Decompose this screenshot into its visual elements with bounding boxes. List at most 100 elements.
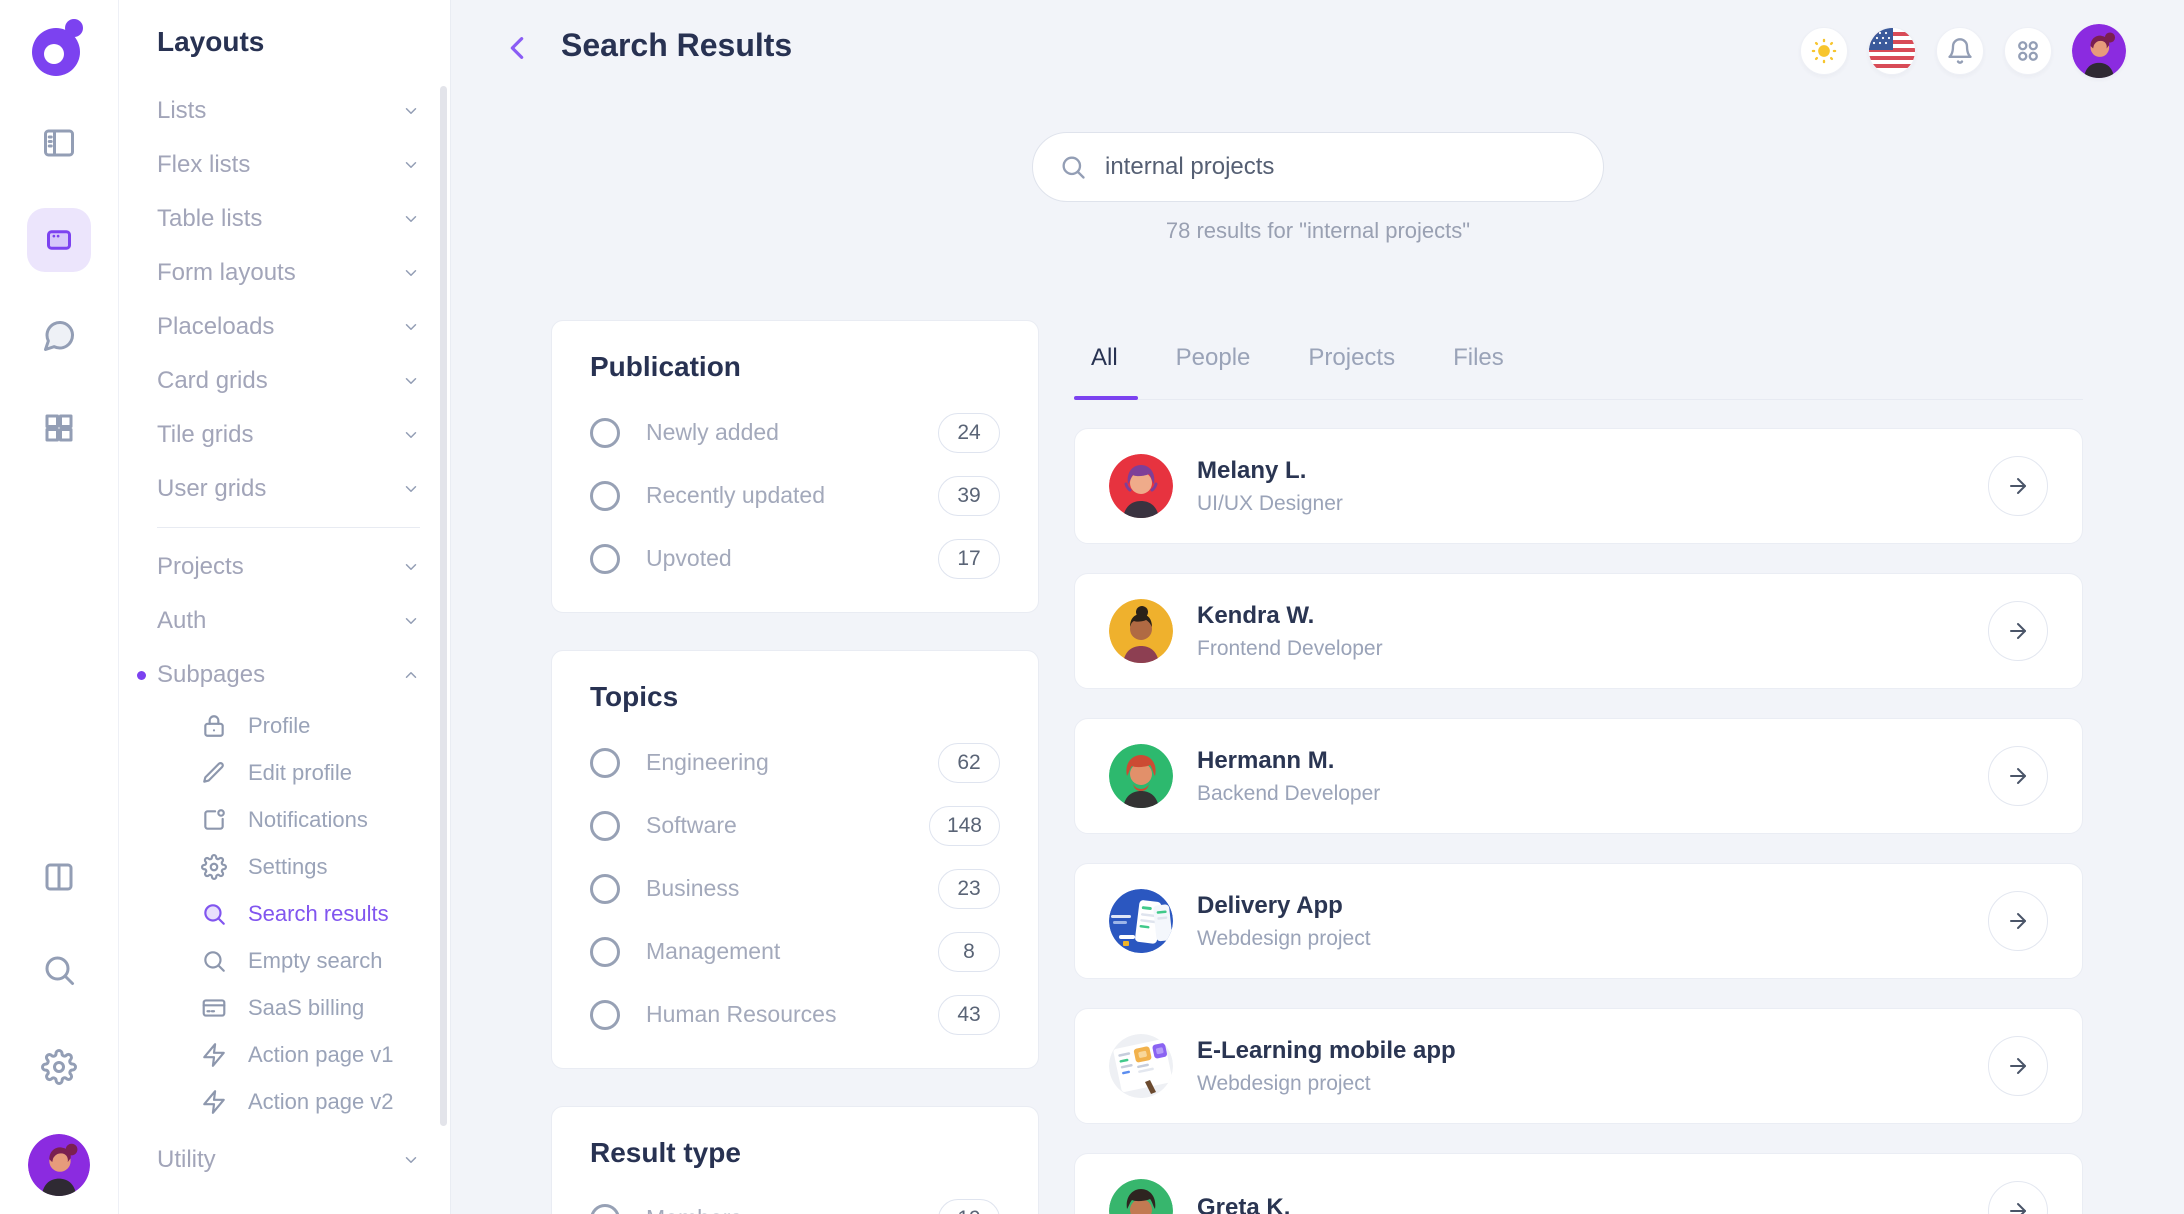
filter-option-newly-added[interactable]: Newly added 24 — [590, 401, 1000, 464]
sidebar-item-table-lists[interactable]: Table lists — [157, 192, 420, 246]
sidebar-subitem-empty-search[interactable]: Empty search — [157, 937, 420, 984]
gear-icon — [41, 1049, 77, 1085]
rail-columns-button[interactable] — [41, 859, 77, 895]
filters-column: Publication Newly added 24 Recently upda… — [551, 320, 1039, 1214]
open-result-button[interactable] — [1988, 1036, 2048, 1096]
radio-button[interactable] — [590, 873, 620, 904]
sidebar-item-subpages[interactable]: Subpages — [137, 648, 420, 702]
radio-button[interactable] — [590, 999, 620, 1030]
radio-button[interactable] — [590, 810, 620, 841]
open-result-button[interactable] — [1988, 891, 2048, 951]
sidebar-item-form-layouts[interactable]: Form layouts — [157, 246, 420, 300]
radio-button[interactable] — [590, 543, 620, 574]
chevron-up-icon — [405, 672, 417, 678]
theme-toggle-button[interactable] — [1800, 27, 1848, 75]
search-icon — [204, 950, 225, 972]
sidebar-item-label: Flex lists — [157, 151, 251, 178]
chevron-down-icon — [405, 618, 417, 624]
radio-button[interactable] — [590, 936, 620, 967]
result-card-melany[interactable]: Melany L. UI/UX Designer — [1074, 428, 2083, 544]
sidebar-subitem-label: Action page v1 — [248, 1041, 394, 1067]
filter-card-result-type: Result type Members 19 — [551, 1106, 1039, 1214]
avatar — [1109, 454, 1173, 518]
radio-button[interactable] — [590, 747, 620, 778]
filter-card-topics: Topics Engineering 62 Software 148 Busin… — [551, 650, 1039, 1069]
sidebar-item-auth[interactable]: Auth — [157, 594, 420, 648]
tab-all[interactable]: All — [1074, 344, 1138, 400]
filter-card-title: Result type — [590, 1137, 741, 1168]
result-card-delivery-app[interactable]: Delivery App Webdesign project — [1074, 863, 2083, 979]
open-result-button[interactable] — [1988, 1181, 2048, 1214]
result-subtitle: Backend Developer — [1197, 781, 1381, 805]
count-badge: 62 — [938, 742, 1000, 783]
result-text: Kendra W. Frontend Developer — [1197, 602, 1383, 661]
filter-option-human-resources[interactable]: Human Resources 43 — [590, 983, 1000, 1046]
filter-option-label: Engineering — [646, 749, 769, 775]
sidebar-item-label: Auth — [157, 607, 207, 634]
results-column: All People Projects Files Mela — [1074, 320, 2083, 1214]
sidebar-subitem-settings[interactable]: Settings — [157, 843, 420, 890]
radio-button[interactable] — [590, 417, 620, 448]
arrow-right-icon — [2010, 1203, 2026, 1214]
sidebar-subitem-search-results[interactable]: Search results — [157, 890, 420, 937]
sidebar-item-projects[interactable]: Projects — [157, 540, 420, 594]
radio-button[interactable] — [590, 480, 620, 511]
radio-button[interactable] — [590, 1203, 620, 1214]
rail-messages-button[interactable] — [41, 318, 77, 354]
result-card-elearning-app[interactable]: E-Learning mobile app Webdesign project — [1074, 1008, 2083, 1124]
sidebar-item-user-grids[interactable]: User grids — [157, 462, 420, 516]
sidebar-subitem-action-page-v1[interactable]: Action page v1 — [157, 1031, 420, 1078]
notifications-button[interactable] — [1936, 27, 1984, 75]
filter-option-label: Upvoted — [646, 545, 732, 571]
sidebar-subitem-profile[interactable]: Profile — [157, 702, 420, 749]
language-button[interactable] — [1868, 27, 1916, 75]
filter-option-business[interactable]: Business 23 — [590, 857, 1000, 920]
search-input[interactable] — [1103, 152, 1577, 182]
apps-button[interactable] — [2004, 27, 2052, 75]
sidebar-item-label: Card grids — [157, 367, 268, 394]
rail-widgets-button[interactable] — [41, 410, 77, 446]
sidebar-item-utility[interactable]: Utility — [157, 1133, 420, 1187]
sidebar-subitem-notifications[interactable]: Notifications — [157, 796, 420, 843]
sidebar-subpages-list: Profile Edit profile Notifications S — [157, 702, 420, 1125]
open-result-button[interactable] — [1988, 746, 2048, 806]
sidebar-item-flex-lists[interactable]: Flex lists — [157, 138, 420, 192]
tab-files[interactable]: Files — [1453, 344, 1504, 371]
tab-people[interactable]: People — [1175, 344, 1251, 371]
sidebar-item-tile-grids[interactable]: Tile grids — [157, 408, 420, 462]
open-result-button[interactable] — [1988, 601, 2048, 661]
filter-option-recently-updated[interactable]: Recently updated 39 — [590, 464, 1000, 527]
rail-settings-button[interactable] — [41, 1049, 77, 1085]
rail-layouts-button[interactable] — [27, 208, 91, 272]
filter-option-engineering[interactable]: Engineering 62 — [590, 731, 1000, 794]
count-badge: 17 — [938, 538, 1000, 579]
sidebar-item-card-grids[interactable]: Card grids — [157, 354, 420, 408]
tab-projects[interactable]: Projects — [1308, 344, 1396, 371]
rail-search-button[interactable] — [41, 952, 77, 988]
project-thumb-light-icon — [1109, 1034, 1173, 1098]
filter-option-members[interactable]: Members 19 — [590, 1187, 1000, 1214]
filter-option-software[interactable]: Software 148 — [590, 794, 1000, 857]
sidebar-subitem-saas-billing[interactable]: SaaS billing — [157, 984, 420, 1031]
man-avatar-icon — [1109, 744, 1173, 808]
search-icon — [204, 903, 225, 925]
woman-avatar-icon — [1109, 454, 1173, 518]
open-result-button[interactable] — [1988, 456, 2048, 516]
back-button[interactable] — [503, 32, 535, 64]
result-card-hermann[interactable]: Hermann M. Backend Developer — [1074, 718, 2083, 834]
sidebar-subitem-action-page-v2[interactable]: Action page v2 — [157, 1078, 420, 1125]
result-card-kendra[interactable]: Kendra W. Frontend Developer — [1074, 573, 2083, 689]
filter-option-management[interactable]: Management 8 — [590, 920, 1000, 983]
result-card-greta[interactable]: Greta K. — [1074, 1153, 2083, 1214]
brand-logo[interactable] — [27, 16, 91, 80]
project-thumbnail — [1109, 889, 1173, 953]
filter-option-upvoted[interactable]: Upvoted 17 — [590, 527, 1000, 590]
rail-user-avatar[interactable] — [28, 1134, 90, 1196]
sidebar-item-lists[interactable]: Lists — [157, 84, 420, 138]
profile-avatar-button[interactable] — [2072, 24, 2126, 78]
sidebar-scrollbar[interactable] — [440, 86, 447, 1126]
sidebar-item-placeloads[interactable]: Placeloads — [157, 300, 420, 354]
sidebar-subitem-edit-profile[interactable]: Edit profile — [157, 749, 420, 796]
sidebar-subitem-label: Search results — [248, 900, 389, 926]
rail-panels-button[interactable] — [41, 125, 77, 161]
